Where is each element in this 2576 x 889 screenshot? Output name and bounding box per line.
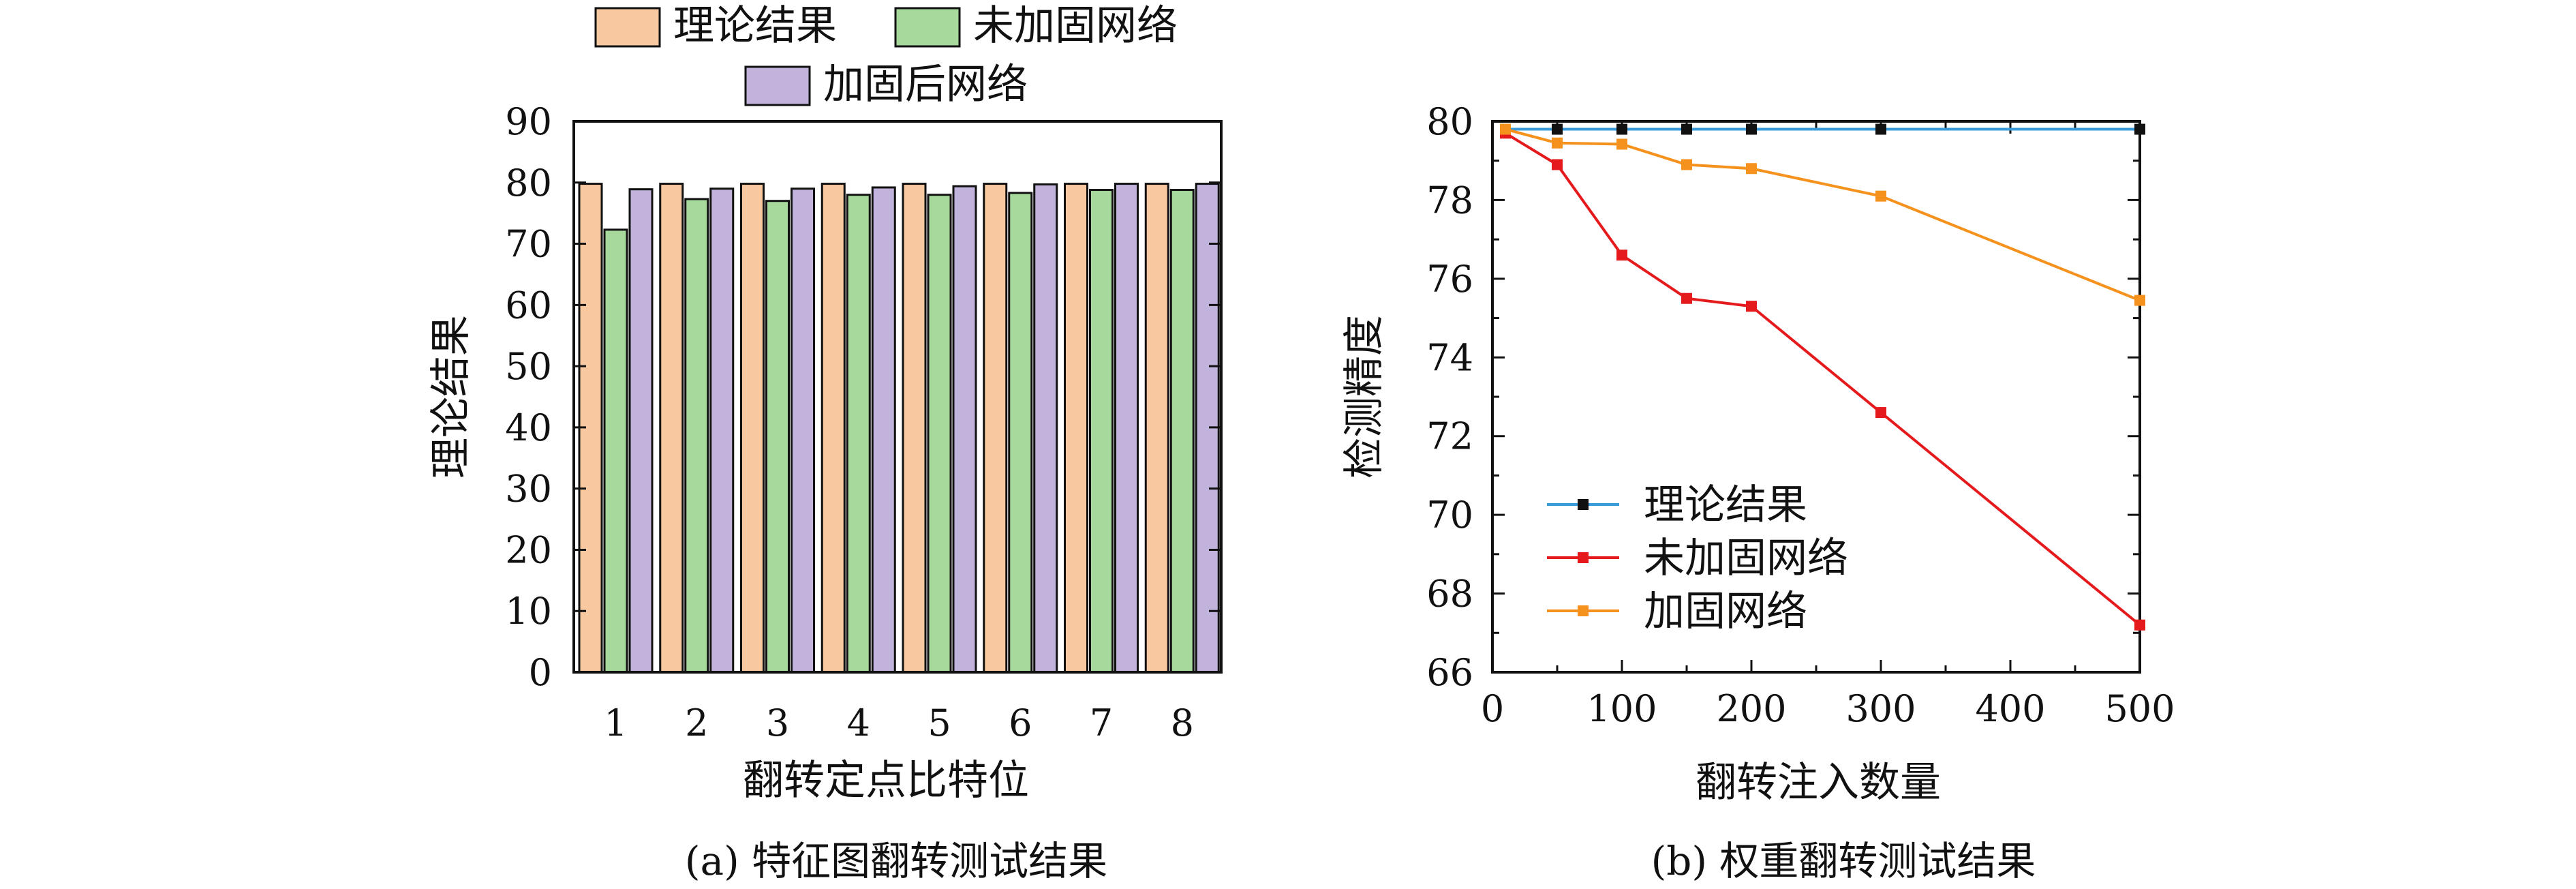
- legend-label: 未加固网络: [1644, 534, 1848, 582]
- x-axis-title: 翻转定点比特位: [743, 757, 1029, 804]
- legend-swatch: [744, 65, 811, 106]
- y-tick-label: 10: [505, 590, 552, 633]
- y-tick-label: 68: [1426, 573, 1473, 616]
- y-tick-label: 66: [1426, 651, 1473, 694]
- bar: [765, 200, 790, 674]
- y-tick-label: 40: [505, 406, 552, 449]
- x-tick-label: 400: [1975, 687, 2045, 730]
- panel-caption: (a) 特征图翻转测试结果: [685, 838, 1107, 884]
- y-tick-label: 60: [505, 284, 552, 327]
- bar: [902, 183, 927, 674]
- bar: [1064, 183, 1088, 674]
- bar: [628, 188, 654, 674]
- data-point: [1552, 123, 1563, 135]
- legend-swatch: [894, 7, 961, 48]
- y-tick-label: 80: [505, 162, 552, 205]
- data-point: [1681, 159, 1692, 170]
- series-line: [1505, 127, 2141, 302]
- bar: [1089, 189, 1114, 674]
- data-point: [1616, 138, 1627, 150]
- y-tick-label: 80: [1426, 100, 1473, 143]
- bar: [927, 194, 952, 674]
- data-point: [2134, 123, 2145, 135]
- y-tick-label: 76: [1426, 258, 1473, 301]
- y-tick-label: 50: [505, 345, 552, 388]
- y-tick-label: 78: [1426, 179, 1473, 222]
- data-point: [1616, 250, 1627, 261]
- legend-swatch: [594, 7, 661, 48]
- legend-marker: [1578, 499, 1589, 510]
- y-tick-label: 72: [1426, 415, 1473, 458]
- plot-frame: [572, 120, 1223, 674]
- x-tick-label: 100: [1586, 687, 1657, 730]
- data-point: [1681, 292, 1692, 304]
- data-point: [1616, 123, 1627, 135]
- legend-label: 理论结果: [1644, 481, 1807, 529]
- legend-label: 加固网络: [1644, 588, 1807, 635]
- data-point: [1681, 123, 1692, 135]
- x-tick-label: 7: [1090, 702, 1113, 744]
- x-tick-label: 5: [927, 702, 951, 744]
- data-point: [1500, 123, 1511, 135]
- legend-label: 理论结果: [673, 2, 837, 50]
- panel-caption: (b) 权重翻转测试结果: [1651, 838, 2036, 884]
- bar: [659, 183, 684, 674]
- data-point: [1552, 159, 1563, 170]
- bar: [952, 185, 977, 674]
- bar: [1008, 192, 1033, 674]
- x-tick-label: 8: [1171, 702, 1194, 744]
- line-chart-panel: 66 68 70 72 74 76 78 80 0 100 200 300 400 500 理论结果未加固网…: [1340, 100, 2175, 884]
- y-tick-label: 0: [529, 651, 552, 694]
- data-point: [2134, 295, 2145, 306]
- y-tick-label: 20: [505, 528, 552, 571]
- y-axis-title: 检测精度: [1340, 315, 1388, 479]
- bar: [846, 194, 871, 674]
- data-point: [1875, 190, 1886, 202]
- x-tick-label: 4: [847, 702, 870, 744]
- bar: [709, 187, 735, 674]
- data-point: [2134, 619, 2145, 631]
- data-point: [1746, 163, 1757, 175]
- x-tick-label: 0: [1481, 687, 1504, 730]
- bar: [791, 187, 815, 674]
- x-tick-label: 3: [766, 702, 789, 744]
- bar: [821, 183, 846, 674]
- bar: [740, 183, 765, 674]
- data-point: [1875, 123, 1886, 135]
- y-tick-label: 30: [505, 468, 552, 511]
- x-tick-label: 500: [2104, 687, 2175, 730]
- y-tick-label: 90: [505, 100, 552, 143]
- bar: [1033, 183, 1058, 674]
- y-tick-label: 70: [1426, 494, 1473, 537]
- bar: [871, 186, 896, 674]
- plot-frame: [1491, 120, 2141, 674]
- legend-marker: [1578, 605, 1589, 616]
- data-point: [1875, 407, 1886, 419]
- bar: [603, 228, 628, 674]
- data-point: [1552, 137, 1563, 149]
- bar-chart-panel: 1 2 3 4 5 6 7 80102030405060708090翻转定点比特位理论结果理论…: [427, 2, 1223, 884]
- bar: [1114, 183, 1139, 674]
- legend-label: 未加固网络: [973, 2, 1178, 50]
- x-tick-label: 300: [1845, 687, 1916, 730]
- y-axis-title: 理论结果: [427, 315, 475, 479]
- x-tick-label: 2: [685, 702, 708, 744]
- y-tick-label: 74: [1426, 336, 1473, 379]
- bar: [983, 183, 1008, 674]
- x-tick-label: 200: [1716, 687, 1786, 730]
- x-tick-label: 6: [1009, 702, 1032, 744]
- data-point: [1746, 301, 1757, 312]
- bar: [1144, 183, 1169, 674]
- bar: [684, 198, 709, 674]
- y-tick-label: 70: [505, 223, 552, 266]
- bar: [1169, 189, 1195, 674]
- data-point: [1746, 123, 1757, 135]
- legend-marker: [1578, 552, 1589, 563]
- legend-label: 加固后网络: [823, 61, 1028, 108]
- x-tick-label: 1: [604, 702, 627, 744]
- x-axis-title: 翻转注入数量: [1696, 759, 1941, 807]
